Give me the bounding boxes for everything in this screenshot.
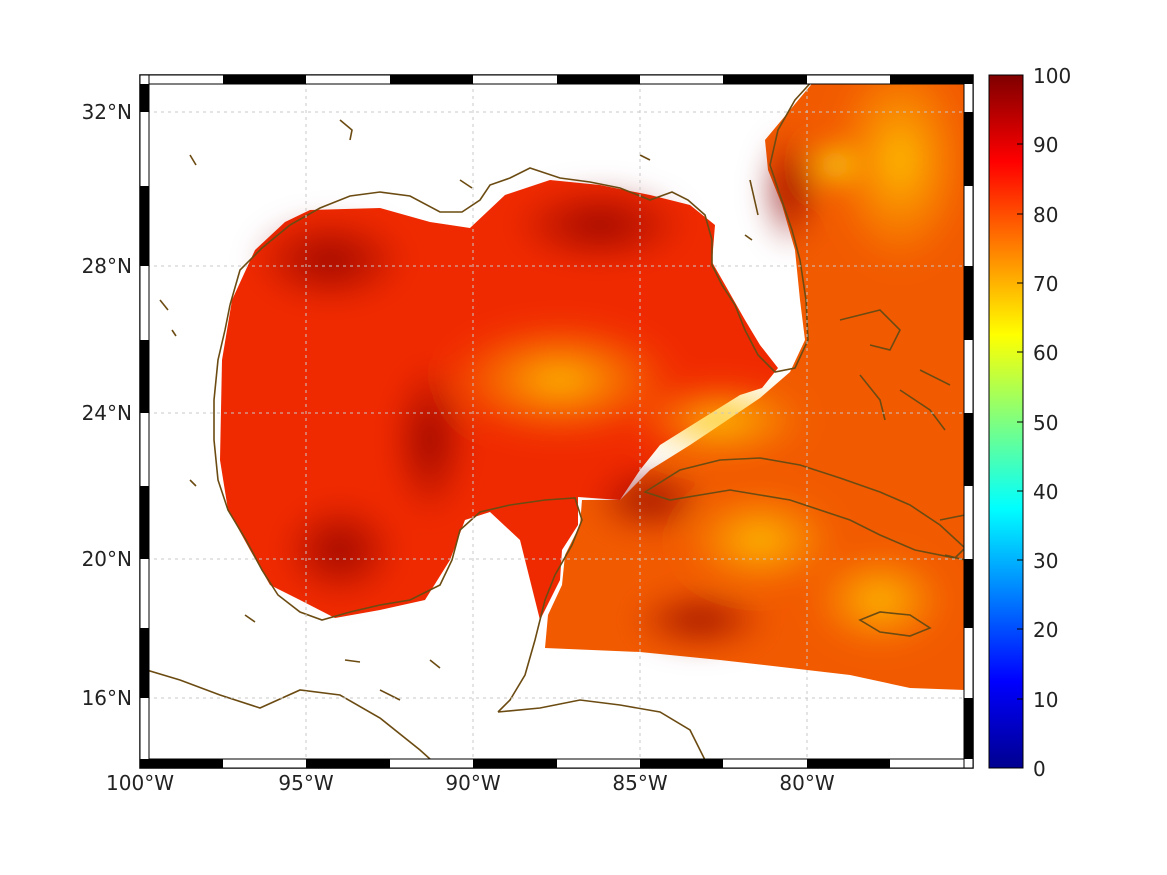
lon-tick-label: 100°W [106, 771, 174, 795]
jamaica-coast [858, 611, 932, 637]
colorbar-label: 50 [1033, 411, 1058, 435]
lon-tick-label: 80°W [779, 771, 834, 795]
bahamas [839, 309, 951, 431]
lon-tick-label: 85°W [612, 771, 667, 795]
lat-tick-label: 24°N [82, 401, 132, 425]
colorbar-label: 20 [1033, 618, 1058, 642]
central-america-coast [140, 667, 441, 768]
lat-tick-label: 28°N [82, 254, 132, 278]
colorbar-label: 80 [1033, 203, 1058, 227]
lat-tick-label: 16°N [82, 686, 132, 710]
colorbar-label: 70 [1033, 272, 1058, 296]
lat-axis: 32°N 28°N 24°N 20°N 16°N [82, 100, 132, 710]
data-field [220, 75, 970, 690]
field-shading [250, 75, 970, 650]
map-grid [140, 75, 973, 768]
us-gulf-coast [229, 77, 816, 373]
lat-tick-label: 20°N [82, 547, 132, 571]
colorbar-label: 10 [1033, 688, 1058, 712]
honduras-coast [497, 699, 706, 761]
colorbar-label: 60 [1033, 341, 1058, 365]
colorbar-label: 90 [1033, 133, 1058, 157]
colorbar-label: 40 [1033, 480, 1058, 504]
colorbar-label: 30 [1033, 549, 1058, 573]
map-frame [139, 74, 974, 769]
colorbar: 100 90 80 70 60 50 40 30 20 10 0 [988, 64, 1071, 781]
lon-axis: 100°W 95°W 90°W 85°W 80°W [106, 771, 835, 795]
colorbar-ticks [1017, 143, 1023, 700]
lat-tick-label: 32°N [82, 100, 132, 124]
colorbar-label: 100 [1033, 64, 1071, 88]
mexico-coast [213, 304, 583, 713]
coastlines [140, 77, 967, 768]
small-islands [159, 119, 759, 701]
colorbar-label: 0 [1033, 757, 1046, 781]
lon-tick-label: 95°W [278, 771, 333, 795]
lon-tick-label: 90°W [445, 771, 500, 795]
